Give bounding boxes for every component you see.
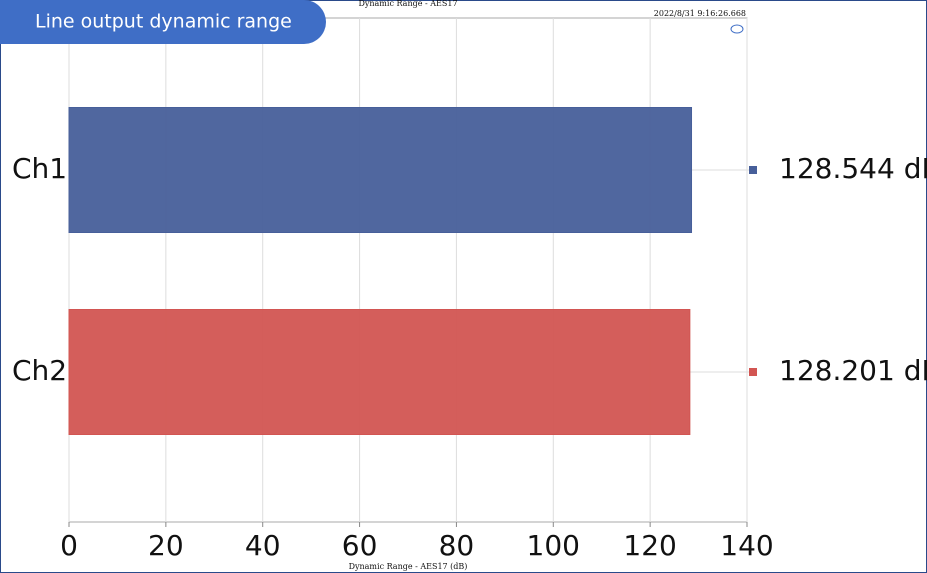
chart-title: Dynamic Range - AES17 bbox=[358, 0, 457, 8]
x-axis-label: Dynamic Range - AES17 (dB) bbox=[349, 562, 468, 571]
legend-marker bbox=[749, 166, 757, 174]
y-tick-label: Ch2 bbox=[12, 354, 67, 387]
banner-text: Line output dynamic range bbox=[35, 11, 292, 33]
x-tick-label: 20 bbox=[148, 529, 184, 562]
legend-marker bbox=[749, 368, 757, 376]
x-tick-label: 140 bbox=[720, 529, 773, 562]
x-tick-label: 60 bbox=[342, 529, 378, 562]
x-tick-label: 40 bbox=[245, 529, 281, 562]
x-tick-label: 100 bbox=[527, 529, 580, 562]
banner bbox=[0, 0, 326, 44]
bar bbox=[68, 309, 691, 435]
timestamp: 2022/8/31 9:16:26.668 bbox=[654, 9, 746, 18]
y-tick-label: Ch1 bbox=[12, 152, 67, 185]
logo bbox=[730, 24, 744, 34]
plot-area bbox=[68, 17, 748, 523]
value-label: 128.544 dB bbox=[779, 152, 927, 185]
bar bbox=[68, 107, 693, 233]
x-tick-label: 120 bbox=[623, 529, 676, 562]
x-tick-label: 0 bbox=[60, 529, 78, 562]
x-tick-label: 80 bbox=[439, 529, 475, 562]
value-label: 128.201 dB bbox=[779, 354, 927, 387]
